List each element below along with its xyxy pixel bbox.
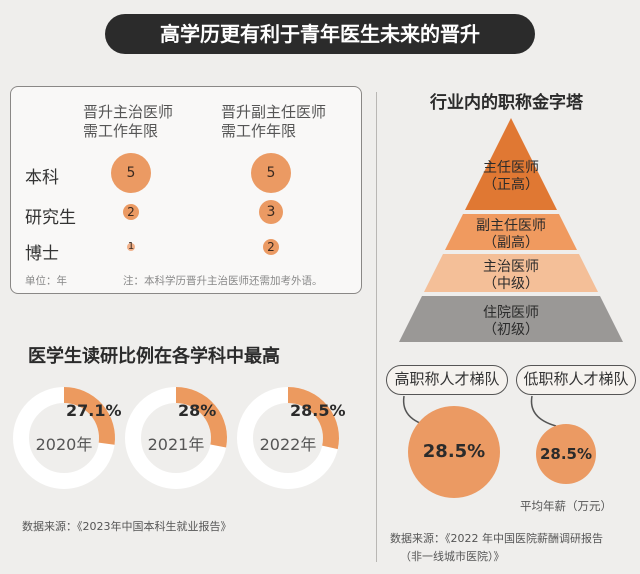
column-header-attending-line2: 需工作年限 [83, 122, 159, 140]
ratio-section-title: 医学生读研比例在各学科中最高 [28, 346, 280, 367]
ring-value-label-2: 28.5% [290, 401, 346, 420]
row-label-bachelor: 本科 [25, 168, 59, 188]
pyramid-level-name-2: 主治医师 [483, 259, 539, 275]
bubble-doctor-attending: 1 [127, 241, 135, 252]
unit-note: 单位：年 [25, 275, 67, 287]
vertical-divider [376, 92, 377, 562]
bubble-master-associate: 3 [259, 200, 283, 224]
column-header-associate-line2: 需工作年限 [221, 122, 297, 140]
ratio-rings-chart: 2020年 27.1% 2021年 28% 2022年 28.5% [13, 387, 346, 489]
low-salary-circle: 28.5% [536, 424, 596, 484]
pyramid-level-3 [399, 296, 623, 342]
pyramid-level-sub-1: （副高） [483, 234, 539, 251]
promotion-table: 晋升主治医师 需工作年限 晋升副主任医师 需工作年限 本科 研究生 博士 5 5… [10, 86, 362, 294]
pyramid-level-sub-3: （初级） [483, 321, 539, 338]
salary-source-line1: 数据来源：《2022 年中国医院薪酬调研报告 [390, 532, 603, 545]
row-label-doctor: 博士 [25, 244, 59, 264]
column-header-attending-line1: 晋升主治医师 [83, 103, 174, 121]
salary-note: 平均年薪（万元） [520, 499, 612, 513]
ring-value-label-1: 28% [178, 401, 216, 420]
low-title-pill: 低职称人才梯队 [516, 365, 636, 395]
table-footnote: 注：本科学历晋升主治医师还需加考外语。 [123, 275, 323, 287]
bubble-doctor-associate: 2 [263, 239, 279, 255]
bubble-bachelor-associate: 5 [251, 153, 291, 193]
high-salary-circle: 28.5% [408, 406, 500, 498]
ring-slice-2 [287, 387, 339, 450]
ring-slice-0 [63, 387, 115, 445]
pyramid-level-name-1: 副主任医师 [476, 218, 546, 234]
ring-value-label-0: 27.1% [66, 401, 122, 420]
column-header-associate: 晋升副主任医师 需工作年限 [221, 103, 326, 141]
ring-year-label-0: 2020年 [36, 435, 93, 454]
title-pyramid: 主任医师（正高） 副主任医师（副高） 主治医师（中级） 住院医师（初级） [399, 118, 623, 342]
ratio-source: 数据来源：《2023年中国本科生就业报告》 [22, 520, 232, 533]
ring-slice-1 [175, 387, 227, 448]
ring-year-label-1: 2021年 [148, 435, 205, 454]
pyramid-title: 行业内的职称金字塔 [430, 93, 583, 113]
ring-year-label-2: 2022年 [260, 435, 317, 454]
pyramid-level-1 [445, 214, 577, 250]
salary-source-line2: （非一线城市医院）》 [400, 550, 505, 563]
bubble-master-attending: 2 [123, 204, 139, 220]
pyramid-level-sub-0: （正高） [483, 176, 539, 193]
bubble-bachelor-attending: 5 [111, 153, 151, 193]
high-title-pill: 高职称人才梯队 [386, 365, 508, 395]
row-label-master: 研究生 [25, 208, 76, 228]
column-header-attending: 晋升主治医师 需工作年限 [83, 103, 173, 141]
pyramid-level-0 [465, 118, 557, 210]
page-title: 高学历更有利于青年医生未来的晋升 [105, 14, 535, 54]
pyramid-level-2 [424, 254, 598, 292]
pyramid-level-name-3: 住院医师 [483, 305, 539, 321]
pyramid-level-sub-2: （中级） [483, 276, 539, 292]
column-header-associate-line1: 晋升副主任医师 [221, 103, 327, 121]
pyramid-level-name-0: 主任医师 [483, 160, 539, 176]
